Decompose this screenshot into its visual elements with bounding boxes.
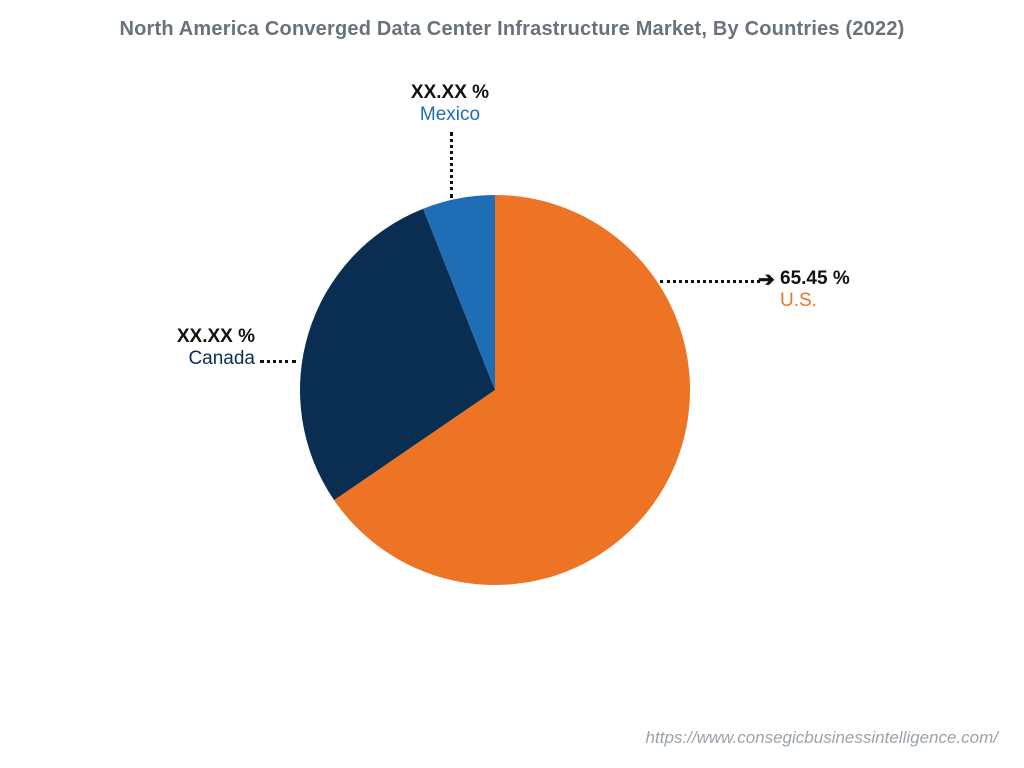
- callout-mexico-pct: XX.XX %: [411, 82, 489, 103]
- arrowhead-icon: ➔: [758, 267, 775, 292]
- pie-chart: [300, 195, 690, 590]
- callout-us-name: U.S.: [780, 290, 850, 312]
- pie-svg: [300, 195, 690, 585]
- chart-title: North America Converged Data Center Infr…: [0, 18, 1024, 41]
- callout-canada: XX.XX % Canada: [95, 326, 255, 370]
- callout-us: 65.45 % U.S.: [780, 268, 850, 312]
- callout-canada-pct: XX.XX %: [177, 326, 255, 347]
- leader-line: [660, 280, 760, 283]
- leader-line: [260, 360, 296, 363]
- callout-mexico: XX.XX % Mexico: [380, 82, 520, 126]
- callout-canada-name: Canada: [95, 348, 255, 370]
- source-url: https://www.consegicbusinessintelligence…: [646, 728, 998, 748]
- callout-us-pct: 65.45 %: [780, 268, 850, 289]
- leader-line: [450, 132, 453, 198]
- callout-mexico-name: Mexico: [380, 104, 520, 126]
